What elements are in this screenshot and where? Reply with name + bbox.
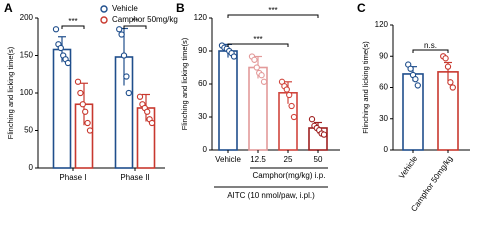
y-tick-label: 50 xyxy=(24,126,33,135)
y-tick-label: 120 xyxy=(194,13,208,22)
data-point xyxy=(308,116,316,123)
data-point xyxy=(283,86,290,93)
legend-label: Vehicle xyxy=(112,4,138,13)
y-tick-label: 0 xyxy=(29,163,34,172)
y-tick-label: 60 xyxy=(379,83,388,92)
significance-bracket xyxy=(227,43,289,47)
panel-letter: C xyxy=(357,1,366,15)
y-axis-label: Flinching and licking time(s) xyxy=(180,37,189,130)
panel-letter: B xyxy=(176,1,185,15)
y-tick-label: 100 xyxy=(20,88,34,97)
data-point xyxy=(57,44,64,52)
bar xyxy=(52,48,72,169)
data-point xyxy=(79,101,86,108)
y-tick-label: 150 xyxy=(20,51,34,60)
x-group-label: AITC (10 nmol/paw, i.pl.) xyxy=(227,191,315,200)
x-tick-label: 25 xyxy=(284,155,293,164)
data-point xyxy=(230,53,238,60)
data-point xyxy=(290,113,298,121)
significance-bracket xyxy=(123,25,147,29)
y-tick-label: 90 xyxy=(379,51,388,60)
x-tick-label: 12.5 xyxy=(250,155,266,164)
y-tick-label: 200 xyxy=(20,13,34,22)
bar xyxy=(218,50,238,151)
y-tick-label: 0 xyxy=(384,145,389,154)
data-point xyxy=(442,55,449,62)
significance-label: *** xyxy=(253,35,262,44)
data-point xyxy=(123,73,130,80)
significance-label: *** xyxy=(268,6,277,15)
data-point xyxy=(251,56,258,63)
y-tick-label: 30 xyxy=(379,114,388,123)
significance-label: ** xyxy=(132,17,138,26)
significance-bracket xyxy=(227,14,319,18)
data-point xyxy=(447,79,454,86)
y-tick-label: 90 xyxy=(198,46,207,55)
data-point xyxy=(125,89,132,97)
data-point xyxy=(82,108,89,115)
legend-marker xyxy=(100,5,108,13)
data-point xyxy=(320,131,328,138)
data-point xyxy=(120,52,128,59)
significance-bracket xyxy=(61,25,85,29)
data-point xyxy=(148,119,156,127)
y-tick-label: 0 xyxy=(203,145,208,154)
x-tick-label: Phase I xyxy=(59,173,86,182)
data-point xyxy=(253,64,260,71)
legend-marker xyxy=(100,16,108,24)
x-tick-label: Vehicle xyxy=(397,154,419,181)
data-point xyxy=(52,26,60,33)
data-point xyxy=(412,76,419,83)
figure: A Flinching and licking time(s) 0 50 100 150 2… xyxy=(4,1,470,211)
data-point xyxy=(77,89,84,97)
data-point xyxy=(144,108,151,115)
x-tick-label: 50 xyxy=(314,155,323,164)
data-point xyxy=(288,102,295,110)
y-tick-label: 120 xyxy=(375,20,389,29)
y-tick-label: 60 xyxy=(198,79,207,88)
legend-label: Camphor 50mg/kg xyxy=(112,15,178,24)
significance-bracket xyxy=(412,49,449,53)
panel-letter: A xyxy=(4,1,13,15)
data-point xyxy=(286,91,293,99)
data-point xyxy=(84,119,91,127)
data-point xyxy=(86,127,94,134)
significance-label: n.s. xyxy=(424,41,437,50)
y-axis-label: Flinching and licking time(s) xyxy=(361,41,370,134)
x-tick-label: Phase II xyxy=(120,173,149,182)
x-tick-label: Vehicle xyxy=(215,155,241,164)
data-point xyxy=(118,31,125,38)
data-point xyxy=(444,63,452,70)
data-point xyxy=(407,65,414,72)
data-point xyxy=(260,78,268,85)
data-point xyxy=(258,72,265,79)
data-point xyxy=(74,78,82,85)
data-point xyxy=(64,59,72,67)
data-point xyxy=(116,26,123,33)
significance-label: *** xyxy=(68,17,77,26)
x-group-label: Camphor(mg/kg) i.p. xyxy=(253,171,326,180)
y-axis-label: Flinching and licking time(s) xyxy=(6,46,15,139)
y-tick-label: 30 xyxy=(198,112,207,121)
data-point xyxy=(449,84,456,91)
data-point xyxy=(136,93,144,100)
data-point xyxy=(414,82,421,89)
